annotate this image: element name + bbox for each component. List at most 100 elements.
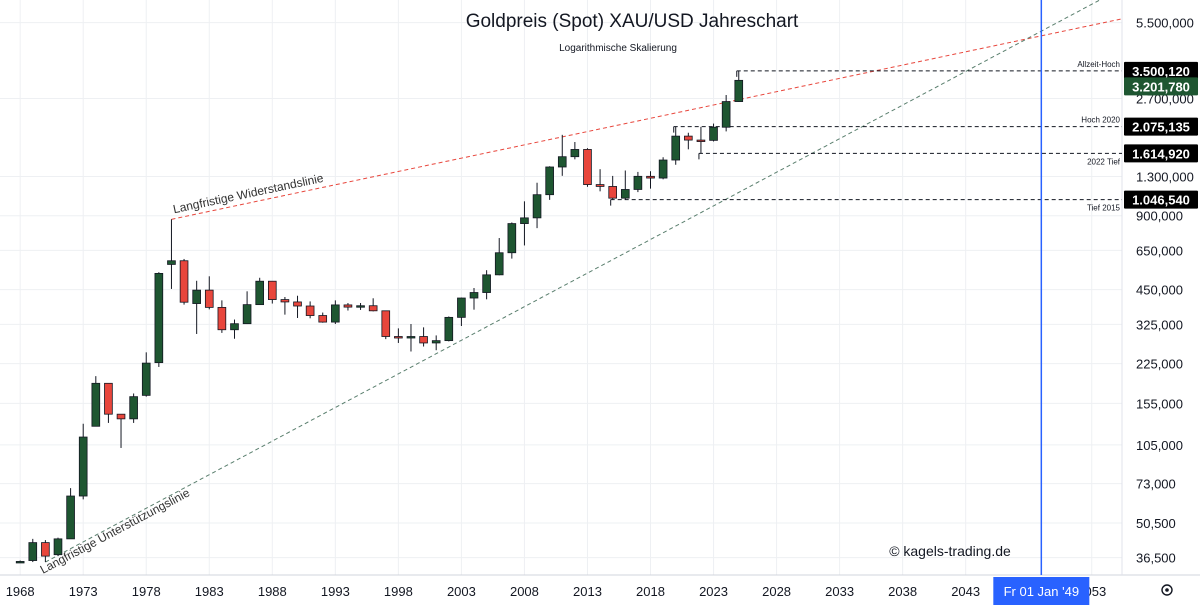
level-price-text: 3.500,120 xyxy=(1132,64,1190,79)
candle-body xyxy=(633,175,643,190)
candle xyxy=(41,540,50,563)
candle-body xyxy=(570,149,580,158)
candle xyxy=(305,301,315,319)
candle xyxy=(167,219,176,289)
candle-body xyxy=(217,306,227,331)
price-tick-label: 73,000 xyxy=(1136,477,1176,492)
time-tick-label: 2013 xyxy=(573,584,602,599)
candle-body xyxy=(230,323,239,331)
level-price-box xyxy=(1124,61,1198,80)
time-tick-label: 2028 xyxy=(762,584,791,599)
level-name-label: 2022 Tief xyxy=(1087,157,1121,166)
candle xyxy=(394,328,403,343)
candle xyxy=(709,123,718,142)
candle xyxy=(141,352,151,397)
candle-body xyxy=(116,413,126,420)
candle-body xyxy=(583,149,592,185)
level-name-label: Allzeit-Hoch xyxy=(1077,60,1120,69)
candle-body xyxy=(15,561,25,564)
candle xyxy=(684,132,693,150)
candle xyxy=(595,169,605,192)
price-tick-label: 50,500 xyxy=(1136,516,1176,531)
candle xyxy=(116,413,126,448)
candle xyxy=(570,142,580,160)
level-price-box xyxy=(1124,117,1198,136)
last-price-box xyxy=(1124,77,1198,96)
price-tick-label: 1.300,000 xyxy=(1136,169,1194,184)
crosshair-date-box xyxy=(993,577,1090,605)
candle-body xyxy=(532,194,542,219)
candle-body xyxy=(684,135,693,141)
level-price-text: 1.046,540 xyxy=(1132,193,1190,208)
level-price-labels: 3.500,120 2.075,135 1.614,920 1.046,540 3.20… xyxy=(1124,61,1198,209)
candle-body xyxy=(658,159,668,179)
candle-body xyxy=(608,186,617,199)
candle xyxy=(583,148,592,187)
candle-body xyxy=(709,126,718,141)
candle xyxy=(242,291,252,325)
candle xyxy=(620,170,630,200)
level-price-box xyxy=(1124,190,1198,209)
candle-body xyxy=(721,101,731,128)
price-tick-label: 650,000 xyxy=(1136,243,1183,258)
candle-body xyxy=(469,292,479,299)
candle xyxy=(520,201,529,246)
candle xyxy=(482,270,491,300)
candle xyxy=(406,324,416,352)
candle-body xyxy=(343,304,353,308)
price-axis[interactable]: 5.500,0002.700,0001.300,000900,000650,00… xyxy=(1136,16,1194,566)
candle-body xyxy=(141,362,151,396)
copyright-text: © kagels-trading.de xyxy=(889,543,1011,559)
candle-body xyxy=(457,297,466,318)
candle xyxy=(507,222,517,259)
price-tick-label: 105,000 xyxy=(1136,438,1183,453)
time-tick-label: 1993 xyxy=(321,584,350,599)
candle-body xyxy=(520,217,529,224)
chart-subtitle: Logarithmische Skalierung xyxy=(559,43,677,54)
candle xyxy=(545,166,554,200)
candles xyxy=(15,70,744,564)
candle-body xyxy=(444,316,454,342)
candle-body xyxy=(318,315,328,323)
price-tick-label: 900,000 xyxy=(1136,209,1183,224)
candle-body xyxy=(154,273,164,364)
candle xyxy=(356,303,365,310)
time-tick-label: 2018 xyxy=(636,584,665,599)
candle-body xyxy=(293,301,302,307)
candle xyxy=(91,376,101,427)
candle-body xyxy=(53,538,63,556)
candle xyxy=(192,280,201,334)
candle-body xyxy=(671,135,681,161)
candle xyxy=(646,171,655,189)
time-tick-label: 1983 xyxy=(195,584,224,599)
candle-body xyxy=(179,260,189,303)
candle-body xyxy=(381,310,391,337)
candle xyxy=(129,393,138,423)
candle-body xyxy=(419,336,428,344)
time-tick-label: 2023 xyxy=(699,584,728,599)
chart-title: Goldpreis (Spot) XAU/USD Jahreschart xyxy=(466,11,799,32)
level-lines: Allzeit-Hoch Hoch 2020 2022 Tief Tief 2015 xyxy=(610,60,1122,213)
price-tick-label: 225,000 xyxy=(1136,357,1183,372)
candle xyxy=(532,182,542,229)
time-tick-label: 1978 xyxy=(132,584,161,599)
candle-body xyxy=(406,336,416,339)
candle-body xyxy=(28,542,38,561)
candle-body xyxy=(129,396,138,420)
level-price-text: 2.075,135 xyxy=(1132,120,1190,135)
candle-body xyxy=(368,305,378,312)
gear-icon[interactable] xyxy=(1161,584,1173,596)
price-tick-label: 5.500,000 xyxy=(1136,16,1194,31)
price-tick-label: 155,000 xyxy=(1136,396,1183,411)
price-tick-label: 450,000 xyxy=(1136,283,1183,298)
candle-body xyxy=(267,280,277,300)
candle xyxy=(343,303,353,311)
candle xyxy=(318,312,328,323)
candle-body xyxy=(356,305,365,308)
candle xyxy=(431,335,441,351)
candle-body xyxy=(646,175,655,179)
candle-body xyxy=(91,382,101,427)
candle xyxy=(204,276,214,310)
grid xyxy=(0,0,1200,576)
